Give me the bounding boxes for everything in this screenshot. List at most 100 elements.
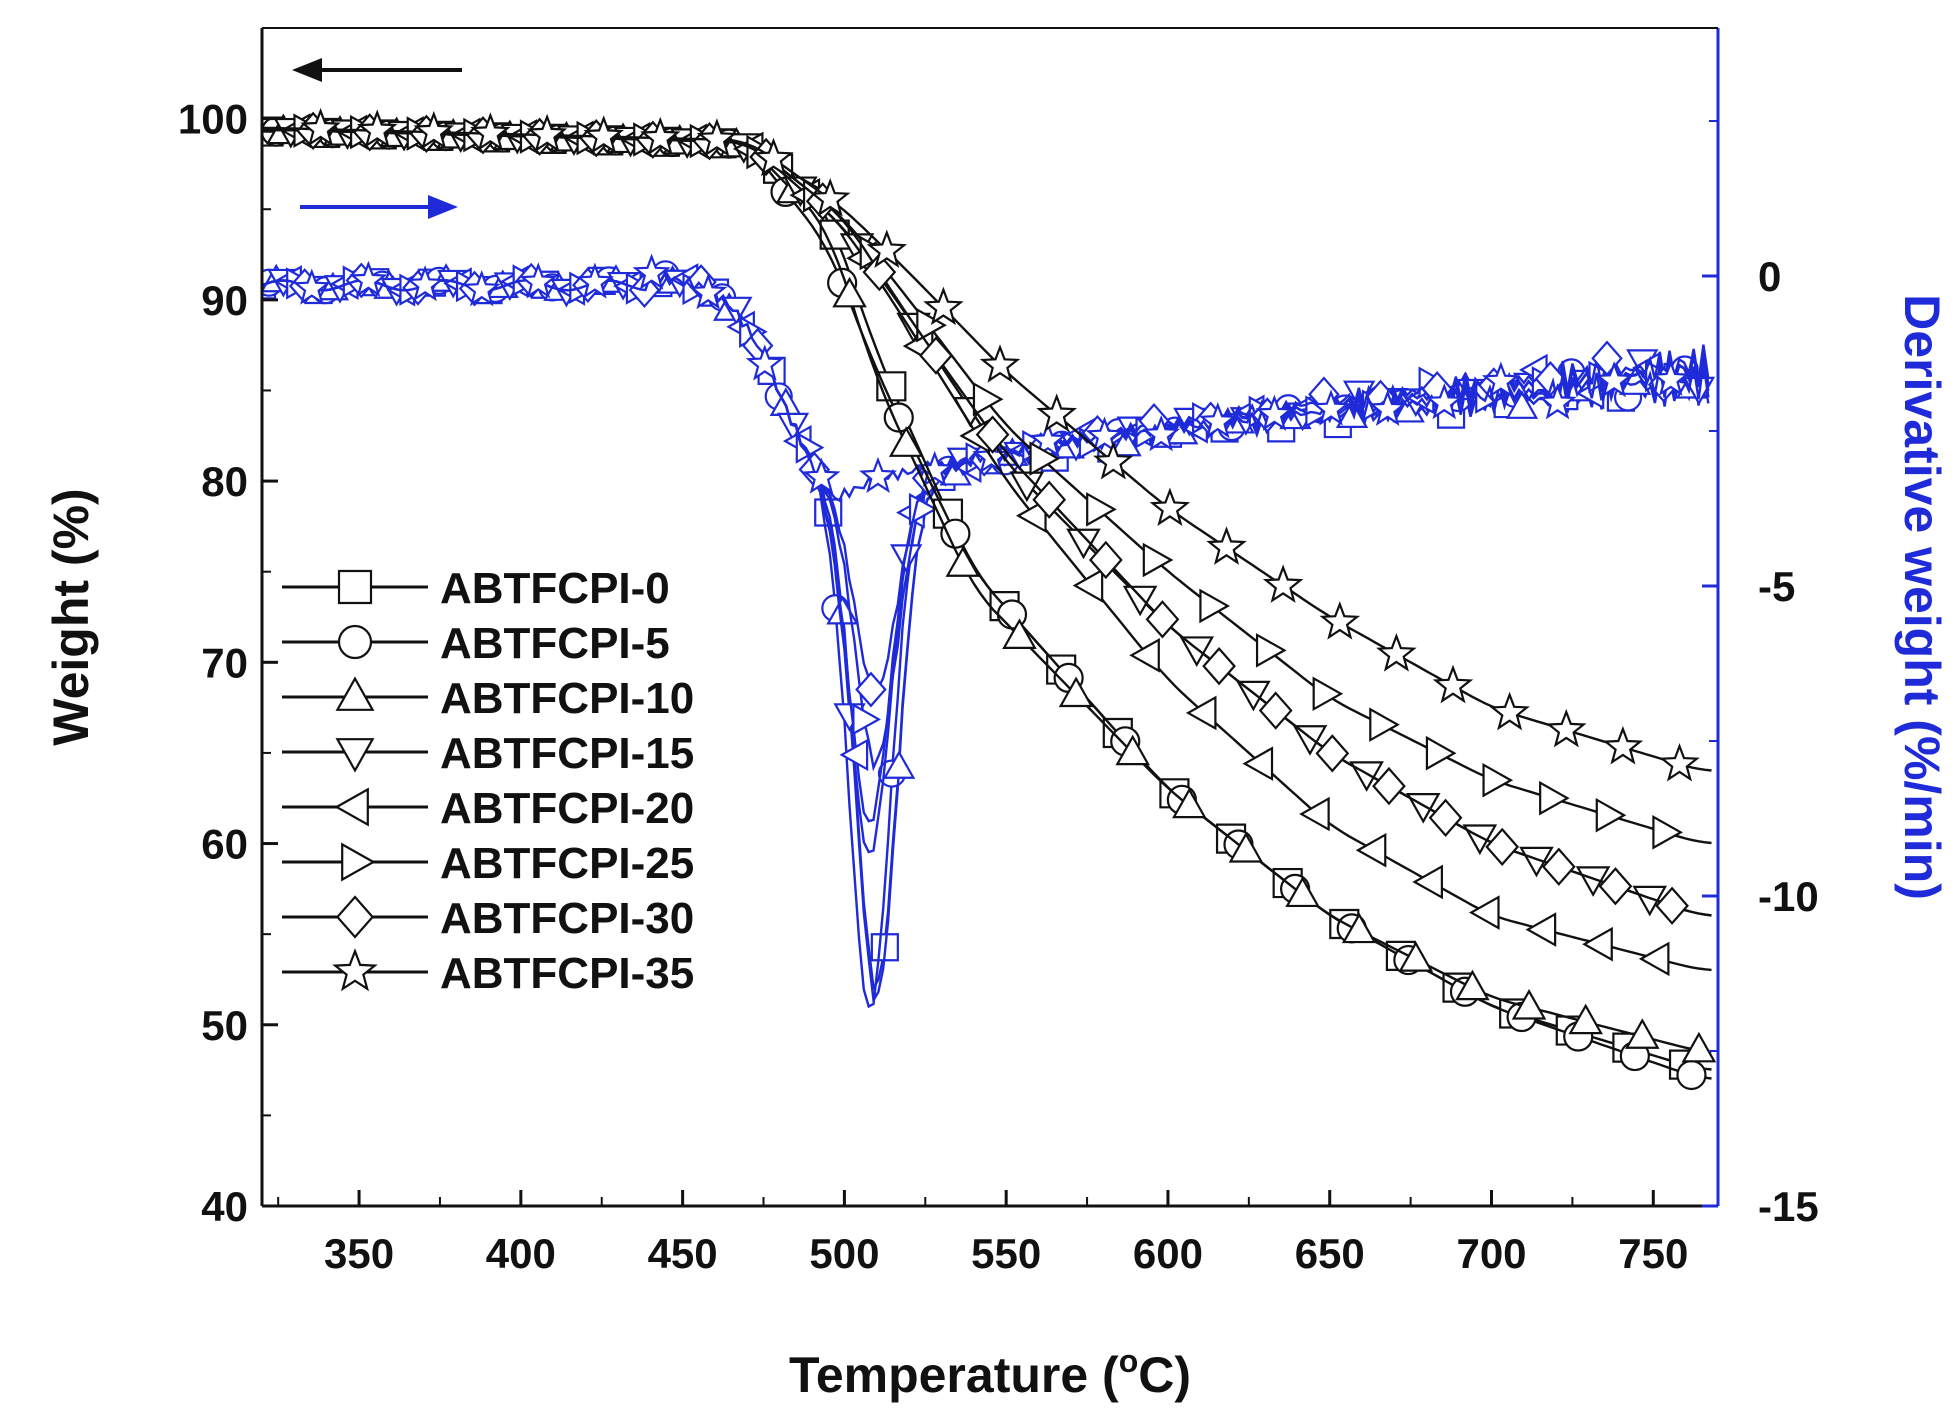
weight-point-ABTFCPI-30 [1032, 480, 1067, 519]
weight-point-ABTFCPI-20 [1129, 638, 1160, 673]
derivative-arrow-head [428, 195, 458, 219]
legend-label: ABTFCPI-20 [440, 784, 695, 833]
weight-point-ABTFCPI-25 [1029, 441, 1061, 476]
weight-point-ABTFCPI-20 [1072, 568, 1104, 603]
weight-point-ABTFCPI-35 [923, 286, 964, 326]
weight-point-ABTFCPI-35 [413, 110, 455, 150]
derivative-point-ABTFCPI-35 [349, 260, 388, 297]
legend-item: ABTFCPI-0 [280, 560, 800, 615]
weight-point-ABTFCPI-10 [1625, 1018, 1660, 1049]
x-tick-label: 400 [486, 1230, 556, 1277]
y-left-tick-label: 40 [201, 1183, 248, 1230]
weight-point-ABTFCPI-10 [1228, 831, 1264, 863]
weight-point-ABTFCPI-10 [1285, 876, 1320, 908]
derivative-point-ABTFCPI-35 [519, 262, 558, 299]
weight-point-ABTFCPI-30 [1598, 867, 1633, 906]
derivative-point-ABTFCPI-15 [776, 412, 810, 442]
legend-label: ABTFCPI-15 [440, 729, 695, 778]
weight-point-ABTFCPI-35 [979, 344, 1021, 383]
weight-point-ABTFCPI-10 [832, 276, 867, 308]
y-left-tick-label: 70 [201, 639, 248, 686]
weight-point-ABTFCPI-25 [1425, 735, 1457, 771]
legend-marker-star [332, 948, 378, 992]
legend-label: ABTFCPI-10 [440, 674, 695, 723]
derivative-point-ABTFCPI-35 [802, 457, 841, 494]
legend-label: ABTFCPI-35 [440, 949, 695, 998]
weight-point-ABTFCPI-35 [356, 109, 398, 148]
weight-point-ABTFCPI-25 [1255, 633, 1287, 668]
derivative-point-ABTFCPI-10 [882, 750, 916, 779]
weight-point-ABTFCPI-10 [1172, 787, 1207, 819]
derivative-point-ABTFCPI-35 [1481, 361, 1520, 398]
y-right-tick-label: 0 [1758, 253, 1781, 300]
weight-point-ABTFCPI-35 [1489, 691, 1530, 731]
weight-point-ABTFCPI-35 [866, 229, 908, 269]
weight-point-ABTFCPI-25 [1482, 762, 1514, 798]
weight-point-ABTFCPI-35 [1545, 708, 1587, 748]
weight-point-ABTFCPI-15 [1122, 585, 1158, 617]
weight-point-ABTFCPI-35 [1036, 393, 1077, 433]
y-left-tick-label: 100 [178, 96, 248, 143]
derivative-point-ABTFCPI-35 [406, 265, 445, 302]
weight-point-ABTFCPI-10 [1681, 1031, 1717, 1063]
weight-point-ABTFCPI-10 [1002, 618, 1037, 649]
derivative-point-ABTFCPI-25 [852, 703, 882, 736]
weight-point-ABTFCPI-30 [1655, 886, 1689, 925]
weight-point-ABTFCPI-35 [1376, 632, 1417, 672]
derivative-point-ABTFCPI-35 [1425, 383, 1464, 420]
y-axis-right-title: Derivative weight (%/min) [1894, 294, 1950, 900]
weight-point-ABTFCPI-25 [1539, 780, 1570, 816]
weight-point-ABTFCPI-10 [1341, 912, 1377, 944]
derivative-point-ABTFCPI-35 [689, 273, 728, 310]
weight-point-ABTFCPI-35 [640, 116, 681, 156]
weight-point-ABTFCPI-10 [1398, 941, 1434, 972]
weight-point-ABTFCPI-35 [1432, 664, 1474, 704]
legend-marker-triangle-right [341, 842, 376, 882]
weight-point-ABTFCPI-10 [1455, 969, 1490, 1001]
legend-swatch [282, 569, 428, 605]
derivative-point-ABTFCPI-35 [575, 262, 614, 299]
legend-marker-circle [337, 624, 373, 660]
weight-point-ABTFCPI-15 [1009, 471, 1045, 503]
derivative-point-ABTFCPI-35 [859, 456, 898, 494]
weight-point-ABTFCPI-35 [809, 177, 851, 217]
x-tick-label: 500 [809, 1230, 879, 1277]
legend-item: ABTFCPI-25 [280, 835, 800, 890]
legend-swatch [282, 842, 428, 882]
legend-label: ABTFCPI-30 [440, 894, 695, 943]
legend-marker-diamond [335, 895, 375, 939]
legend-swatch [282, 895, 428, 939]
derivative-point-ABTFCPI-20 [839, 738, 869, 772]
derivative-point-ABTFCPI-35 [1085, 416, 1124, 453]
weight-point-ABTFCPI-35 [1093, 440, 1134, 480]
weight-point-ABTFCPI-30 [1258, 691, 1293, 730]
legend-item: ABTFCPI-30 [280, 890, 800, 945]
weight-point-ABTFCPI-30 [1485, 827, 1520, 867]
weight-point-ABTFCPI-35 [696, 118, 738, 157]
weight-point-ABTFCPI-35 [1319, 601, 1361, 640]
legend-swatch [282, 676, 428, 711]
weight-point-ABTFCPI-20 [1582, 926, 1613, 962]
weight-point-ABTFCPI-30 [1541, 847, 1576, 886]
derivative-point-ABTFCPI-35 [1651, 359, 1690, 396]
legend-item: ABTFCPI-20 [280, 780, 800, 835]
weight-point-ABTFCPI-35 [1206, 526, 1247, 565]
weight-point-ABTFCPI-20 [1242, 746, 1274, 781]
legend-swatch [282, 624, 428, 660]
weight-point-ABTFCPI-25 [916, 307, 947, 343]
weight-point-ABTFCPI-30 [975, 415, 1010, 454]
weight-point-ABTFCPI-25 [1369, 707, 1400, 742]
x-axis-title: Temperature (oC) [789, 1343, 1191, 1403]
legend-marker-triangle-left [334, 787, 369, 827]
derivative-point-ABTFCPI-35 [1198, 401, 1237, 439]
weight-point-ABTFCPI-30 [1202, 646, 1236, 686]
derivative-point-ABTFCPI-30 [855, 671, 887, 708]
weight-point-ABTFCPI-20 [1468, 895, 1500, 930]
weight-point-ABTFCPI-25 [1312, 676, 1344, 712]
weight-point-ABTFCPI-25 [1595, 797, 1627, 833]
x-tick-label: 450 [648, 1230, 718, 1277]
derivative-point-ABTFCPI-35 [1595, 361, 1634, 398]
weight-point-ABTFCPI-25 [1142, 542, 1174, 578]
weight-point-ABTFCPI-35 [1262, 564, 1304, 603]
